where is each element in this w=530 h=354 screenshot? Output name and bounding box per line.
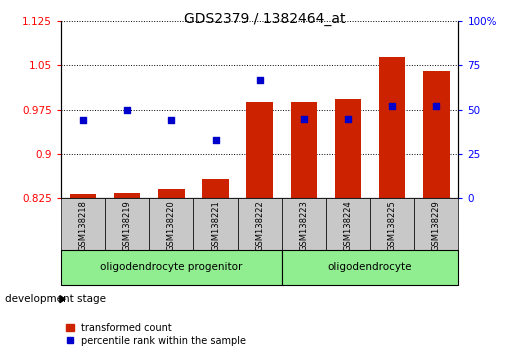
Text: GSM138218: GSM138218 bbox=[78, 200, 87, 251]
Bar bbox=[290, 102, 317, 198]
Text: oligodendrocyte progenitor: oligodendrocyte progenitor bbox=[100, 262, 243, 272]
Bar bbox=[158, 189, 184, 198]
Bar bbox=[149, 198, 193, 250]
Point bbox=[344, 116, 352, 121]
Point bbox=[388, 103, 396, 109]
Legend: transformed count, percentile rank within the sample: transformed count, percentile rank withi… bbox=[66, 323, 246, 346]
Point bbox=[255, 77, 264, 82]
Text: GSM138225: GSM138225 bbox=[388, 200, 396, 251]
Text: GSM138221: GSM138221 bbox=[211, 200, 220, 251]
Bar bbox=[370, 198, 414, 250]
Point bbox=[211, 137, 220, 143]
Bar bbox=[423, 72, 449, 198]
Point bbox=[79, 118, 87, 123]
Text: GSM138219: GSM138219 bbox=[123, 200, 131, 251]
Bar bbox=[202, 179, 229, 198]
Bar bbox=[61, 198, 105, 250]
Text: GSM138224: GSM138224 bbox=[343, 200, 352, 251]
Bar bbox=[114, 193, 140, 198]
Point bbox=[299, 116, 308, 121]
Bar bbox=[61, 250, 282, 285]
Bar bbox=[246, 102, 273, 198]
Point bbox=[167, 118, 175, 123]
Bar bbox=[335, 99, 361, 198]
Bar bbox=[282, 198, 326, 250]
Text: GDS2379 / 1382464_at: GDS2379 / 1382464_at bbox=[184, 12, 346, 27]
Polygon shape bbox=[60, 296, 65, 303]
Text: development stage: development stage bbox=[5, 294, 107, 304]
Text: oligodendrocyte: oligodendrocyte bbox=[328, 262, 412, 272]
Text: GSM138222: GSM138222 bbox=[255, 200, 264, 251]
Text: GSM138229: GSM138229 bbox=[432, 200, 441, 251]
Bar bbox=[70, 194, 96, 198]
Bar bbox=[414, 198, 458, 250]
Text: GSM138223: GSM138223 bbox=[299, 200, 308, 251]
Point bbox=[123, 107, 131, 113]
Bar bbox=[193, 198, 237, 250]
Bar bbox=[237, 198, 282, 250]
Bar bbox=[379, 57, 405, 198]
Bar bbox=[282, 250, 458, 285]
Point bbox=[432, 103, 440, 109]
Text: GSM138220: GSM138220 bbox=[167, 200, 176, 251]
Bar bbox=[326, 198, 370, 250]
Bar bbox=[105, 198, 149, 250]
